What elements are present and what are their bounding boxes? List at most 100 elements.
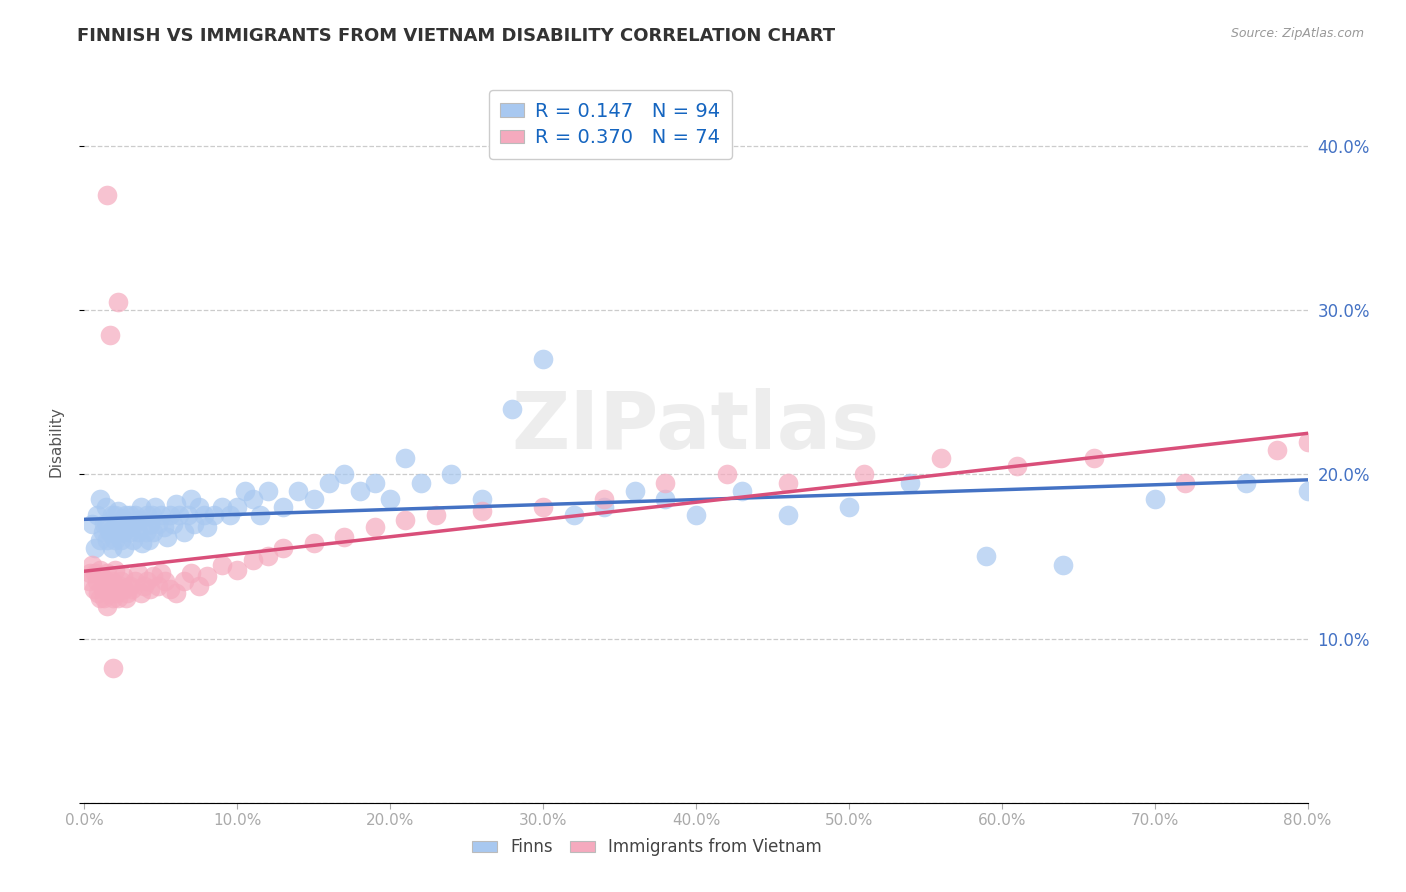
Point <box>167 508 190 523</box>
Point <box>257 483 280 498</box>
Point <box>853 467 876 482</box>
Point <box>79 566 101 580</box>
Point <box>188 579 211 593</box>
Point <box>271 541 294 556</box>
Point <box>87 585 110 599</box>
Point <box>139 516 162 531</box>
Point <box>173 574 195 588</box>
Point <box>84 541 107 556</box>
Point <box>112 582 135 597</box>
Point <box>115 585 138 599</box>
Point <box>89 591 111 605</box>
Point <box>333 467 356 482</box>
Text: FINNISH VS IMMIGRANTS FROM VIETNAM DISABILITY CORRELATION CHART: FINNISH VS IMMIGRANTS FROM VIETNAM DISAB… <box>77 27 835 45</box>
Point <box>120 524 142 539</box>
Point <box>838 500 860 515</box>
Point <box>94 500 117 515</box>
Point <box>211 500 233 515</box>
Point <box>302 536 325 550</box>
Point <box>98 524 121 539</box>
Point <box>89 563 111 577</box>
Point <box>93 591 115 605</box>
Point <box>86 574 108 588</box>
Point <box>142 524 165 539</box>
Point <box>138 533 160 547</box>
Point <box>1236 475 1258 490</box>
Point <box>143 500 166 515</box>
Point <box>195 569 218 583</box>
Point <box>302 491 325 506</box>
Point <box>146 579 169 593</box>
Point <box>177 508 200 523</box>
Point <box>104 563 127 577</box>
Point <box>318 475 340 490</box>
Point <box>80 558 103 572</box>
Point <box>91 582 114 597</box>
Point <box>107 295 129 310</box>
Point <box>333 530 356 544</box>
Point <box>149 508 172 523</box>
Point <box>249 508 271 523</box>
Point <box>135 524 157 539</box>
Point <box>624 483 647 498</box>
Point <box>127 524 149 539</box>
Point <box>776 508 799 523</box>
Point <box>129 585 152 599</box>
Point <box>142 569 165 583</box>
Point <box>188 500 211 515</box>
Point <box>159 582 181 597</box>
Point <box>101 574 124 588</box>
Point <box>180 491 202 506</box>
Point <box>110 533 132 547</box>
Point <box>380 491 402 506</box>
Point <box>96 566 118 580</box>
Point <box>97 579 120 593</box>
Point <box>1265 442 1288 457</box>
Point <box>98 327 121 342</box>
Point <box>101 541 124 556</box>
Point <box>112 541 135 556</box>
Point <box>165 585 187 599</box>
Point <box>136 574 159 588</box>
Point <box>149 566 172 580</box>
Point <box>96 516 118 531</box>
Point <box>271 500 294 515</box>
Point <box>193 508 215 523</box>
Legend: Finns, Immigrants from Vietnam: Finns, Immigrants from Vietnam <box>465 831 828 863</box>
Point <box>124 574 146 588</box>
Point <box>1174 475 1197 490</box>
Point <box>115 520 138 534</box>
Point <box>129 500 152 515</box>
Point <box>80 516 103 531</box>
Point <box>131 536 153 550</box>
Point <box>105 585 128 599</box>
Point <box>104 533 127 547</box>
Point <box>111 569 134 583</box>
Point <box>136 508 159 523</box>
Point <box>128 513 150 527</box>
Point <box>165 497 187 511</box>
Point <box>226 500 249 515</box>
Point <box>141 508 163 523</box>
Point <box>110 574 132 588</box>
Point <box>349 483 371 498</box>
Point <box>111 512 134 526</box>
Point <box>90 569 112 583</box>
Point <box>111 524 134 539</box>
Point <box>425 508 447 523</box>
Point <box>685 508 707 523</box>
Point <box>156 530 179 544</box>
Text: Source: ZipAtlas.com: Source: ZipAtlas.com <box>1230 27 1364 40</box>
Point <box>96 533 118 547</box>
Point <box>218 508 240 523</box>
Point <box>211 558 233 572</box>
Point <box>105 516 128 531</box>
Point <box>91 524 114 539</box>
Point <box>180 566 202 580</box>
Point <box>364 475 387 490</box>
Point <box>98 585 121 599</box>
Point <box>120 579 142 593</box>
Point <box>776 475 799 490</box>
Point <box>1296 434 1319 449</box>
Point <box>1296 483 1319 498</box>
